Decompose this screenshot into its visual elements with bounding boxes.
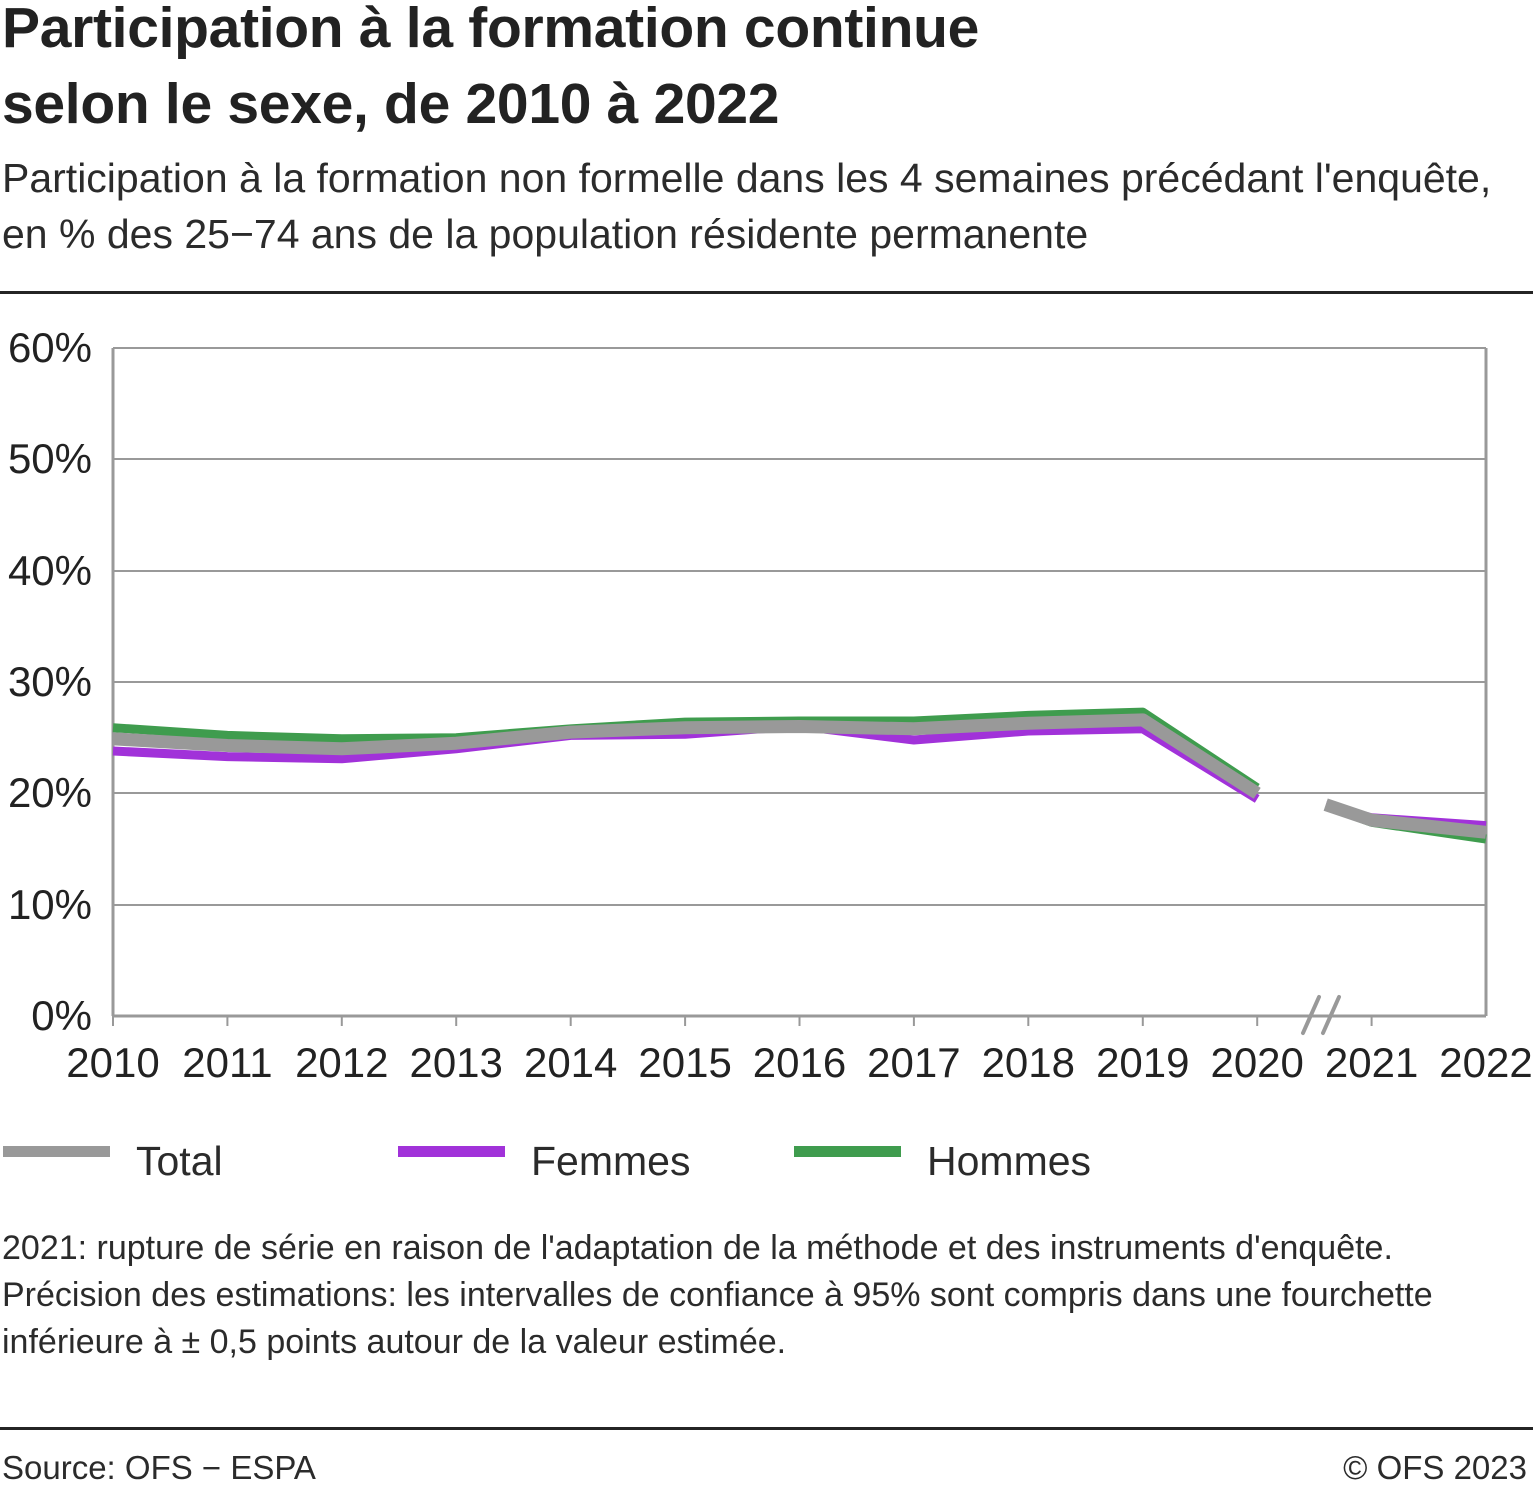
svg-text:0%: 0% (31, 992, 92, 1039)
svg-text:2017: 2017 (867, 1039, 960, 1086)
svg-text:2010: 2010 (66, 1039, 159, 1086)
svg-text:40%: 40% (8, 547, 92, 594)
svg-text:2015: 2015 (638, 1039, 731, 1086)
svg-text:2021: 2021 (1325, 1039, 1418, 1086)
svg-text:20%: 20% (8, 769, 92, 816)
svg-text:2011: 2011 (182, 1039, 272, 1086)
svg-text:2014: 2014 (524, 1039, 617, 1086)
svg-text:2016: 2016 (753, 1039, 846, 1086)
svg-text:30%: 30% (8, 658, 92, 705)
svg-text:2020: 2020 (1210, 1039, 1303, 1086)
svg-text:2022: 2022 (1439, 1039, 1532, 1086)
svg-text:50%: 50% (8, 435, 92, 482)
svg-text:10%: 10% (8, 881, 92, 928)
svg-text:2012: 2012 (295, 1039, 388, 1086)
svg-text:2018: 2018 (982, 1039, 1075, 1086)
svg-text:2019: 2019 (1096, 1039, 1189, 1086)
svg-text:60%: 60% (8, 324, 92, 371)
svg-text:2013: 2013 (409, 1039, 502, 1086)
